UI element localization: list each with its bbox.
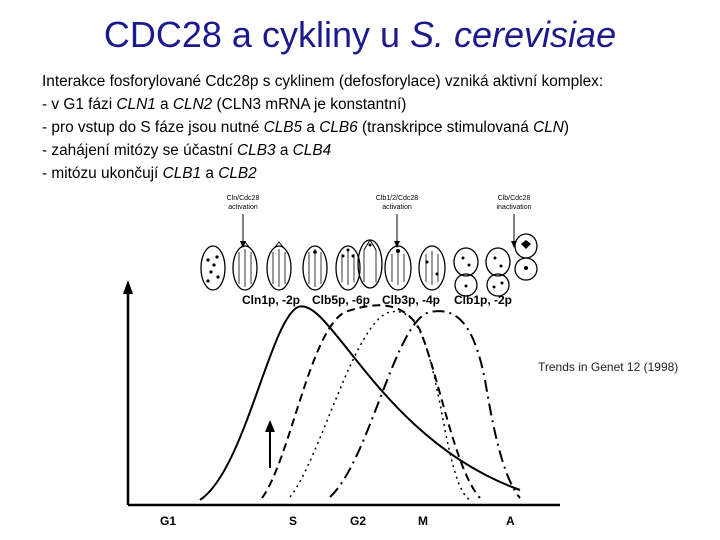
annotation-clb-activation-line2: activation bbox=[382, 204, 412, 211]
body-text-segment: - zahájení mitózy se účastní bbox=[42, 142, 238, 159]
annotation-clb-inactivation-line2: inactivation bbox=[496, 204, 531, 211]
body-text-segment: - pro vstup do S fáze jsou nutné bbox=[42, 119, 264, 136]
gene-name: CLN bbox=[533, 119, 564, 136]
cyclin-label-clb5: Clb5p, -6p bbox=[312, 293, 370, 307]
annotation-cln-line1: Cln/Cdc28 bbox=[227, 195, 260, 202]
gene-name: CLN1 bbox=[116, 96, 156, 113]
gene-name: CLB3 bbox=[237, 142, 276, 159]
slide-body-text: Interakce fosforylované Cdc28p s cykline… bbox=[42, 70, 712, 185]
phase-label-g1: G1 bbox=[160, 514, 176, 528]
phase-label-s: S bbox=[289, 514, 297, 528]
figure-credit: Trends in Genet 12 (1998) bbox=[538, 360, 679, 374]
cyclin-label-clb3: Clb3p, -4p bbox=[382, 293, 440, 307]
body-line: - zahájení mitózy se účastní CLB3 a CLB4 bbox=[42, 139, 712, 162]
body-text-segment: (transkripce stimulovaná bbox=[357, 119, 534, 136]
body-text-segment: a bbox=[155, 96, 173, 113]
clb3-4-curve bbox=[289, 310, 471, 501]
phase-label-m: M bbox=[418, 514, 428, 528]
cell-drawing-1 bbox=[200, 245, 226, 291]
clb1-2-curve bbox=[329, 310, 521, 499]
cell-drawing-3 bbox=[266, 241, 292, 291]
cyclin-label-cln1: Cln1p, -2p bbox=[242, 293, 300, 307]
slide-title: CDC28 a cykliny u S. cerevisiae bbox=[0, 14, 720, 56]
cell-drawing-7 bbox=[384, 245, 412, 291]
cell-drawing-4 bbox=[302, 245, 328, 291]
body-text-segment: a bbox=[302, 119, 320, 136]
title-species: S. cerevisiae bbox=[410, 14, 617, 55]
body-text-segment: a bbox=[275, 142, 293, 159]
annotation-cln-line2: activation bbox=[228, 204, 258, 211]
cell-drawing-6 bbox=[357, 239, 383, 289]
title-main: CDC28 a cykliny u bbox=[103, 14, 410, 55]
gene-name: CLN2 bbox=[172, 96, 213, 113]
body-line: - mitózu ukončují CLB1 a CLB2 bbox=[42, 162, 712, 185]
annotation-clb-inactivation-line1: Clb/Cdc28 bbox=[498, 195, 531, 202]
cell-drawing-9 bbox=[453, 247, 479, 297]
gene-name: CLB1 bbox=[162, 165, 202, 182]
gene-name: CLB2 bbox=[218, 165, 257, 182]
phase-label-g2: G2 bbox=[350, 514, 366, 528]
gene-name: CLB5 bbox=[263, 119, 303, 136]
cyclin-label-clb1: Clb1p, -2p bbox=[454, 293, 512, 307]
gene-name: CLB6 bbox=[319, 119, 358, 136]
gene-name: CLB4 bbox=[292, 142, 332, 159]
body-text-segment: (CLN3 mRNA je konstantní) bbox=[212, 96, 407, 113]
body-text-segment: ) bbox=[563, 119, 570, 136]
body-text-segment: a bbox=[201, 165, 219, 182]
phase-label-a: A bbox=[506, 514, 515, 528]
body-line: - pro vstup do S fáze jsou nutné CLB5 a … bbox=[42, 116, 712, 139]
cell-drawing-5 bbox=[335, 245, 361, 291]
annotation-arrowhead-clb-activation bbox=[394, 241, 400, 248]
body-line: Interakce fosforylované Cdc28p s cykline… bbox=[42, 70, 712, 93]
clb5-6-curve bbox=[261, 304, 481, 499]
start-arrow-head bbox=[265, 420, 275, 432]
body-line: - v G1 fázi CLN1 a CLN2 (CLN3 mRNA je ko… bbox=[42, 93, 712, 116]
body-text-segment: - mitózu ukončují bbox=[42, 165, 163, 182]
cell-drawing-8 bbox=[418, 245, 446, 291]
cln-curve bbox=[199, 305, 521, 501]
y-axis-arrowhead bbox=[123, 280, 133, 294]
cell-drawing-2 bbox=[232, 241, 258, 291]
cell-drawing-10 bbox=[485, 247, 511, 297]
cell-drawing-11 bbox=[514, 233, 538, 281]
body-text-segment: Interakce fosforylované Cdc28p s cykline… bbox=[42, 73, 604, 90]
body-text-segment: - v G1 fázi bbox=[42, 96, 117, 113]
annotation-clb-activation-line1: Clb1/2/Cdc28 bbox=[376, 195, 419, 202]
